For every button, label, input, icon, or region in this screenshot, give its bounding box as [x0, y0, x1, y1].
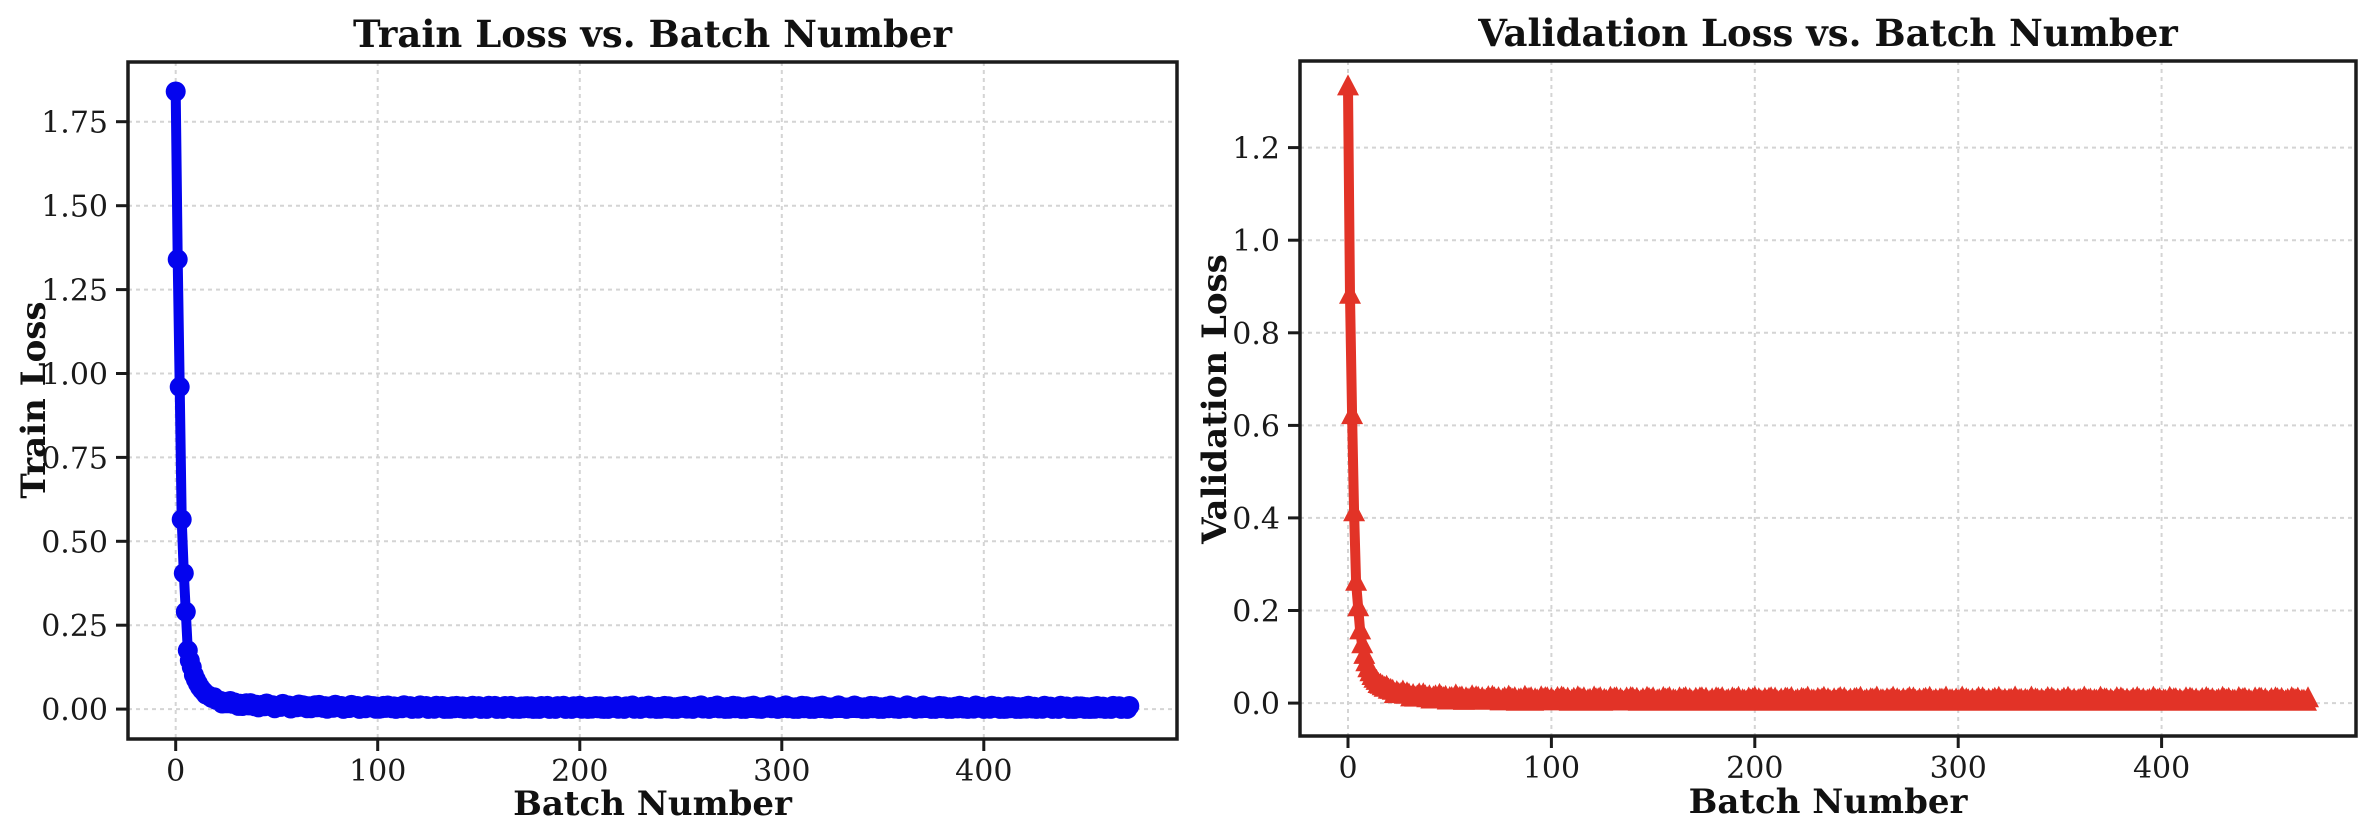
x-tick-label: 300 — [753, 754, 810, 789]
validation-loss-chart: 0.0 0.2 0.4 0.6 0.8 1.0 1.2 0 100 200 300 400 Valid… — [1188, 0, 2376, 830]
x-tick-label: 400 — [2133, 751, 2190, 786]
x-tick-label: 0 — [1338, 751, 1357, 786]
y-tick-label: 0.50 — [41, 525, 108, 560]
validation-loss-markers — [1337, 74, 2319, 711]
gridlines — [128, 62, 1177, 739]
validation-x-axis-label: Batch Number — [1688, 782, 1968, 822]
gridlines — [1300, 61, 2356, 736]
plot-border — [1298, 59, 2358, 738]
train-chart-title: Train Loss vs. Batch Number — [353, 12, 952, 56]
train-loss-chart: 0.00 0.25 0.50 0.75 1.00 1.25 1.50 1.75 0 100 200 3… — [14, 12, 1179, 824]
axis-tick-labels: 0.0 0.2 0.4 0.6 0.8 1.0 1.2 0 100 200 300 400 — [1232, 132, 2190, 786]
validation-y-axis-label: Validation Loss — [1195, 254, 1235, 544]
x-tick-label: 100 — [1523, 751, 1580, 786]
y-tick-label: 0.4 — [1232, 502, 1280, 537]
x-tick-label: 200 — [551, 754, 608, 789]
y-tick-label: 0.2 — [1232, 595, 1280, 630]
validation-loss-plot-canvas: 0.0 0.2 0.4 0.6 0.8 1.0 1.2 0 100 200 300 400 — [1232, 59, 2358, 786]
y-tick-label: 1.2 — [1232, 132, 1280, 167]
x-tick-label: 200 — [1726, 751, 1783, 786]
x-tick-label: 0 — [166, 754, 185, 789]
y-tick-label: 0.8 — [1232, 317, 1280, 352]
x-tick-label: 400 — [955, 754, 1012, 789]
train-loss-plot-canvas: 0.00 0.25 0.50 0.75 1.00 1.25 1.50 1.75 0 100 200 3… — [41, 60, 1179, 789]
y-tick-label: 1.25 — [41, 274, 108, 309]
y-tick-label: 1.50 — [41, 190, 108, 225]
y-tick-label: 0.0 — [1232, 687, 1280, 722]
validation-chart-title: Validation Loss vs. Batch Number — [1478, 11, 2178, 55]
axis-tick-labels: 0.00 0.25 0.50 0.75 1.00 1.25 1.50 1.75 0 100 200 3… — [41, 106, 1012, 789]
validation-loss-series — [1337, 74, 2319, 711]
train-loss-markers — [165, 81, 1140, 719]
train-y-axis-label: Train Loss — [14, 301, 54, 499]
axis-tick-marks — [1288, 146, 2164, 748]
y-tick-label: 1.75 — [41, 106, 108, 141]
y-tick-label: 0.00 — [41, 693, 108, 728]
y-tick-label: 0.6 — [1232, 409, 1280, 444]
y-tick-label: 1.00 — [41, 358, 108, 393]
y-tick-label: 0.75 — [41, 441, 108, 476]
y-tick-label: 0.25 — [41, 609, 108, 644]
y-tick-label: 1.0 — [1232, 224, 1280, 259]
axis-tick-marks — [116, 120, 986, 751]
train-x-axis-label: Batch Number — [513, 784, 792, 824]
x-tick-label: 100 — [349, 754, 406, 789]
train-loss-series — [165, 81, 1140, 719]
x-tick-label: 300 — [1930, 751, 1987, 786]
plot-border — [126, 60, 1179, 741]
